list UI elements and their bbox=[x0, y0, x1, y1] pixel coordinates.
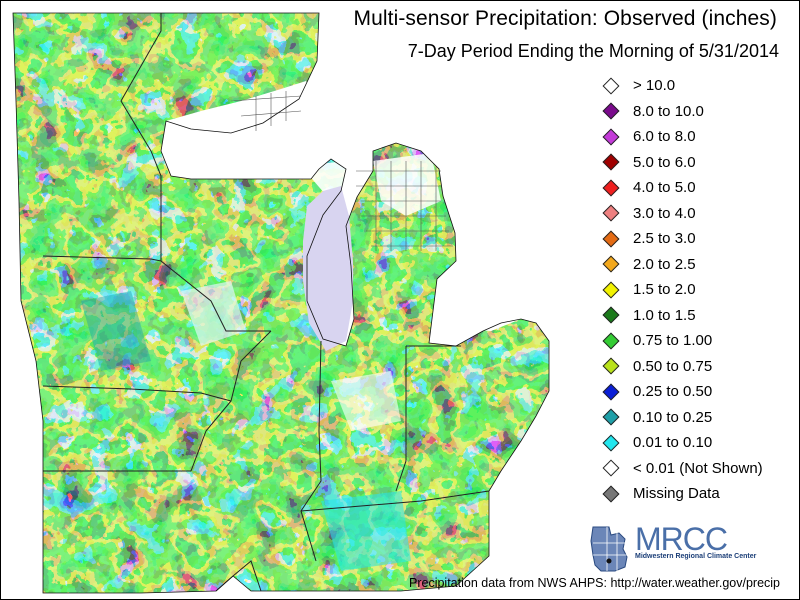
legend-item: Missing Data bbox=[599, 481, 799, 507]
legend-label: 0.01 to 0.10 bbox=[633, 434, 713, 452]
legend: > 10.0 8.0 to 10.0 6.0 to 8.0 5.0 to 6.0 4.0… bbox=[599, 73, 799, 507]
legend-item: 0.75 to 1.00 bbox=[599, 328, 799, 354]
legend-item: > 10.0 bbox=[599, 73, 799, 99]
legend-label: 1.5 to 2.0 bbox=[633, 281, 696, 299]
legend-swatch-icon bbox=[602, 77, 620, 95]
legend-label: 4.0 to 5.0 bbox=[633, 179, 696, 197]
legend-label: 0.50 to 0.75 bbox=[633, 357, 713, 375]
legend-item: 0.25 to 0.50 bbox=[599, 379, 799, 405]
legend-swatch-icon bbox=[602, 204, 620, 222]
state-boundaries bbox=[42, 13, 490, 592]
legend-label: 3.0 to 4.0 bbox=[633, 204, 696, 222]
map-subtitle: 7-Day Period Ending the Morning of 5/31/… bbox=[407, 41, 779, 61]
legend-swatch-icon bbox=[602, 357, 620, 375]
legend-item: 0.10 to 0.25 bbox=[599, 405, 799, 431]
legend-swatch-icon bbox=[602, 434, 620, 452]
legend-swatch-icon bbox=[602, 230, 620, 248]
legend-swatch-icon bbox=[602, 383, 620, 401]
legend-swatch-icon bbox=[602, 306, 620, 324]
legend-item: 5.0 to 6.0 bbox=[599, 150, 799, 176]
legend-label: 8.0 to 10.0 bbox=[633, 102, 704, 120]
legend-label: 2.5 to 3.0 bbox=[633, 230, 696, 248]
region-outline bbox=[12, 12, 550, 594]
legend-label: Missing Data bbox=[633, 485, 720, 503]
legend-item: 4.0 to 5.0 bbox=[599, 175, 799, 201]
legend-swatch-icon bbox=[602, 281, 620, 299]
legend-item: 1.0 to 1.5 bbox=[599, 303, 799, 329]
legend-label: 5.0 to 6.0 bbox=[633, 153, 696, 171]
legend-item: < 0.01 (Not Shown) bbox=[599, 456, 799, 482]
data-credit: Precipitation data from NWS AHPS: http:/… bbox=[409, 576, 781, 590]
legend-item: 2.0 to 2.5 bbox=[599, 252, 799, 278]
legend-swatch-icon bbox=[602, 408, 620, 426]
legend-item: 3.0 to 4.0 bbox=[599, 201, 799, 227]
legend-swatch-icon bbox=[602, 102, 620, 120]
legend-label: 0.10 to 0.25 bbox=[633, 408, 713, 426]
legend-label: 2.0 to 2.5 bbox=[633, 255, 696, 273]
legend-label: 6.0 to 8.0 bbox=[633, 128, 696, 146]
logo-subtitle: Midwestern Regional Climate Center bbox=[635, 553, 757, 560]
legend-swatch-icon bbox=[602, 255, 620, 273]
legend-swatch-icon bbox=[602, 485, 620, 503]
legend-swatch-icon bbox=[602, 179, 620, 197]
legend-item: 1.5 to 2.0 bbox=[599, 277, 799, 303]
mrcc-logo: MRCC Midwestern Regional Climate Center bbox=[587, 521, 787, 577]
legend-item: 2.5 to 3.0 bbox=[599, 226, 799, 252]
legend-label: < 0.01 (Not Shown) bbox=[633, 459, 763, 477]
legend-item: 0.50 to 0.75 bbox=[599, 354, 799, 380]
legend-swatch-icon bbox=[602, 332, 620, 350]
legend-label: 1.0 to 1.5 bbox=[633, 306, 696, 324]
county-grid bbox=[230, 91, 453, 251]
legend-label: > 10.0 bbox=[633, 77, 676, 95]
legend-swatch-icon bbox=[602, 128, 620, 146]
midwest-outline-icon bbox=[590, 526, 628, 572]
legend-item: 6.0 to 8.0 bbox=[599, 124, 799, 150]
legend-swatch-icon bbox=[602, 459, 620, 477]
legend-swatch-icon bbox=[602, 153, 620, 171]
legend-label: 0.75 to 1.00 bbox=[633, 332, 713, 350]
legend-label: 0.25 to 0.50 bbox=[633, 383, 713, 401]
great-lakes bbox=[166, 81, 521, 351]
legend-item: 8.0 to 10.0 bbox=[599, 99, 799, 125]
logo-text: MRCC bbox=[635, 521, 728, 557]
legend-item: 0.01 to 0.10 bbox=[599, 430, 799, 456]
map-title: Multi-sensor Precipitation: Observed (in… bbox=[353, 7, 777, 30]
